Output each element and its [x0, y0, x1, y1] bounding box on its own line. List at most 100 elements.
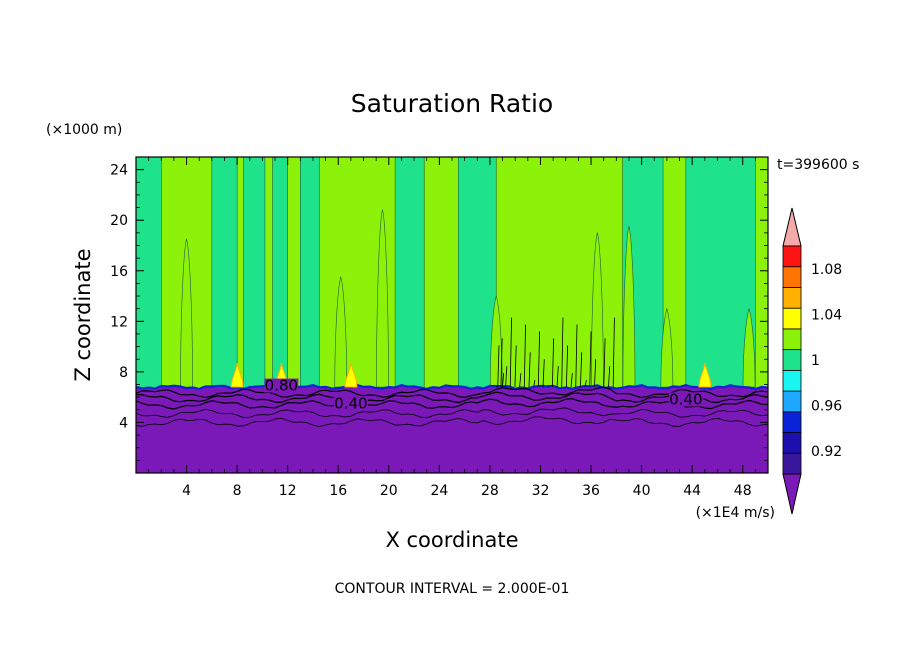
turbulence-mark [584, 380, 587, 388]
contour-label-bg [333, 396, 368, 411]
turbulence-mark [523, 324, 526, 388]
x-tick-label: 40 [633, 483, 651, 499]
plume [334, 276, 348, 388]
x-tick-label: 16 [329, 483, 347, 499]
turbulence-mark [509, 317, 512, 388]
turbulence-mark [505, 366, 508, 388]
x-tick-label: 28 [481, 483, 499, 499]
x-tick-label: 8 [233, 483, 242, 499]
x-tick-label: 24 [430, 483, 448, 499]
colorbar-tick-label: 1.08 [811, 262, 842, 278]
y-tick-label: 20 [110, 213, 128, 229]
contour-line [136, 391, 768, 404]
turbulence-mark [570, 373, 573, 388]
turbulence-mark [565, 345, 569, 388]
x-tick-label: 12 [279, 483, 297, 499]
contour-label: 0.40 [669, 390, 702, 408]
colorbar-tick-label: 0.96 [811, 399, 842, 415]
y-axis: 4 8 12 16 20 24 [110, 163, 768, 461]
cloud-base-boundary [136, 383, 768, 391]
turbulence-mark [551, 338, 555, 388]
colorbar-tick-label: 1 [811, 353, 820, 369]
x-tick-label: 32 [532, 483, 550, 499]
turbulence-mark [556, 366, 559, 388]
y-axis-title: Z coordinate [71, 248, 95, 381]
colorbar-segment [782, 411, 802, 433]
y-tick-label: 24 [110, 163, 128, 179]
colorbar-segment [782, 369, 802, 392]
contour-line [136, 386, 768, 399]
x-tick-label: 20 [380, 483, 398, 499]
saturation-column [136, 157, 162, 390]
time-label: t=399600 s [777, 157, 859, 173]
cloud-burst [698, 362, 712, 388]
turbulence-mark [608, 366, 611, 388]
colorbar-segment [782, 432, 802, 454]
contour-label-bg [668, 392, 703, 407]
turbulence-mark [537, 331, 540, 388]
colorbar-segment [782, 349, 802, 371]
plume [742, 307, 756, 388]
colorbar-segment [782, 328, 802, 351]
colorbar-tick-label: 0.92 [811, 444, 842, 460]
contour-label: 0.80 [265, 377, 298, 395]
y-tick-label: 4 [119, 415, 128, 431]
turbulence-mark [561, 317, 564, 388]
colorbar-under-arrow [782, 473, 802, 515]
x-tick-label: 36 [582, 483, 600, 499]
plume [376, 209, 389, 388]
cloud-burst [230, 362, 244, 388]
colorbar-tick-label: 1.04 [811, 307, 842, 323]
turbulence-mark [594, 359, 597, 388]
colorbar-segment [782, 452, 802, 475]
turbulence-mark [542, 359, 545, 388]
plume [180, 238, 193, 388]
contour-line [136, 407, 768, 419]
colorbar-segment [782, 390, 802, 413]
chart-title: Saturation Ratio [351, 89, 553, 118]
saturation-column [300, 157, 320, 390]
plume [660, 307, 674, 388]
plot-area: 0.80 0.40 0.40 [136, 157, 768, 473]
turbulence-mark [502, 373, 505, 388]
turbulence-mark [580, 352, 583, 388]
x-tick-label: 44 [683, 483, 701, 499]
turbulence-mark [514, 345, 517, 388]
contour-interval-footer: CONTOUR INTERVAL = 2.000E-01 [335, 581, 570, 597]
plume [622, 225, 636, 388]
x-axis: 4 8 12 16 20 24 28 32 36 40 44 48 [148, 157, 756, 499]
x-unit-label: (×1E4 m/s) [696, 505, 775, 521]
x-axis-title: X coordinate [385, 528, 518, 552]
y-unit-label: (×1000 m) [46, 122, 122, 138]
saturation-column [243, 157, 266, 390]
colorbar-segment [782, 245, 802, 268]
colorbar: 0.92 0.96 1 1.04 1.08 [782, 207, 842, 515]
turbulence-mark [497, 345, 500, 388]
contour-label-bg [264, 378, 299, 393]
y-tick-label: 16 [110, 264, 128, 280]
contour-label: 0.40 [334, 394, 367, 412]
y-tick-label: 12 [110, 314, 128, 330]
contour-line [136, 398, 768, 410]
plume [591, 231, 604, 388]
turbulence-mark [612, 317, 615, 388]
turbulence-mark [589, 331, 592, 388]
colorbar-segment [782, 266, 802, 288]
colorbar-over-arrow [782, 207, 802, 247]
y-tick-label: 8 [119, 365, 128, 381]
turbulence-mark [533, 380, 536, 388]
x-tick-label: 4 [182, 483, 191, 499]
saturation-column [211, 157, 238, 390]
turbulence-mark [603, 338, 606, 388]
turbulence-mark [500, 338, 503, 388]
turbulence-mark [519, 373, 522, 388]
saturation-column [272, 157, 288, 390]
x-tick-label: 48 [734, 483, 752, 499]
saturation-column [394, 157, 425, 390]
turbulence-mark [575, 324, 578, 388]
contour-line [136, 416, 768, 428]
cloud-burst [344, 362, 358, 388]
colorbar-segment [782, 287, 802, 309]
